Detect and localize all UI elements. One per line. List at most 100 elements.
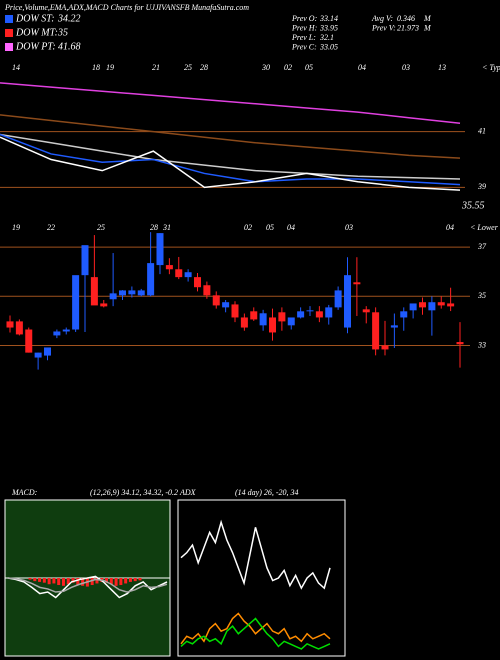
legend-swatch	[5, 43, 13, 51]
y-tick-label: 41	[478, 126, 486, 135]
candle-body	[6, 321, 14, 328]
last-label: 35.55	[461, 200, 485, 211]
histogram-bar	[38, 578, 42, 582]
stat-label: Prev L:	[291, 33, 316, 42]
candle-body	[62, 329, 70, 332]
candle-body	[137, 290, 145, 296]
histogram-bar	[128, 578, 132, 582]
candle-body	[400, 311, 408, 318]
histogram-bar	[66, 578, 70, 585]
x-tick-label: 02	[284, 63, 292, 72]
candle-body	[128, 290, 136, 295]
histogram-bar	[42, 578, 46, 583]
candle-body	[315, 311, 323, 318]
candle-body	[44, 347, 51, 356]
candle-body	[362, 309, 370, 313]
candle-body	[53, 331, 61, 336]
stat-label: Prev C:	[291, 42, 317, 51]
candle-body	[297, 311, 305, 318]
y-tick-label: 39	[477, 182, 486, 191]
histogram-bar	[114, 578, 118, 586]
x-tick-label: 04	[446, 223, 454, 232]
panel-label: MACD:	[11, 488, 38, 497]
candle-body	[15, 321, 23, 335]
y-tick-label: 33	[477, 340, 486, 349]
histogram-bar	[81, 578, 85, 586]
x-tick-label: 14	[12, 63, 20, 72]
series-line	[0, 136, 461, 191]
panel-label: ADX	[179, 488, 197, 497]
candle-body	[287, 317, 295, 326]
candle-body	[437, 302, 445, 306]
panel-params: (14 day) 26, -20, 34	[235, 488, 299, 497]
side-label: < Type	[482, 63, 500, 72]
candle-body	[203, 285, 211, 296]
candle-body	[81, 245, 89, 276]
histogram-bar	[28, 578, 32, 580]
x-tick-label: 18	[92, 63, 100, 72]
series-line	[0, 82, 461, 125]
histogram-bar	[138, 578, 142, 581]
series-line	[180, 617, 331, 650]
candle-body	[381, 345, 389, 350]
stat-value: 0.346	[397, 14, 415, 23]
stat-value: 32.1	[319, 33, 334, 42]
x-tick-label: 13	[438, 63, 446, 72]
histogram-bar	[76, 578, 80, 586]
stat-unit: M	[423, 14, 432, 23]
candle-body	[447, 303, 455, 307]
x-tick-label: 19	[106, 63, 114, 72]
x-tick-label: 25	[97, 223, 105, 232]
candle-body	[109, 293, 117, 300]
histogram-bar	[133, 578, 137, 582]
x-tick-label: 25	[184, 63, 192, 72]
y-tick-label: 35	[477, 291, 486, 300]
candle-body	[175, 269, 183, 278]
series-line	[7, 575, 168, 599]
x-tick-label: 04	[287, 223, 295, 232]
histogram-bar	[61, 578, 65, 586]
legend-label: DOW MT:	[15, 27, 58, 38]
histogram-bar	[90, 578, 94, 586]
candle-body	[34, 352, 42, 358]
histogram-bar	[47, 578, 51, 585]
stat-value: 21.973	[397, 23, 419, 32]
candle-body	[325, 307, 333, 318]
histogram-bar	[33, 578, 37, 582]
histogram-bar	[105, 578, 109, 583]
side-label: < Lower	[470, 223, 499, 232]
candle-body	[456, 342, 464, 345]
candle-body	[184, 272, 192, 278]
series-line	[0, 133, 461, 180]
x-tick-label: 30	[261, 63, 270, 72]
legend-label: DOW PT:	[15, 41, 56, 52]
candle-body	[269, 317, 276, 333]
x-tick-label: 05	[305, 63, 313, 72]
candle-body	[240, 317, 248, 328]
candle-body	[222, 302, 230, 308]
candle-body	[428, 302, 436, 311]
series-line	[0, 133, 461, 186]
legend-label: DOW ST:	[15, 13, 55, 24]
candle-body	[156, 233, 164, 266]
stat-value: 33.14	[319, 14, 338, 23]
candle-body	[231, 304, 239, 318]
x-tick-label: 31	[162, 223, 171, 232]
legend-value: 35	[57, 27, 68, 38]
candle-body	[344, 275, 351, 328]
candle-body	[259, 313, 267, 326]
histogram-bar	[71, 578, 75, 583]
candle-body	[390, 325, 398, 328]
x-tick-label: 21	[152, 63, 160, 72]
legend-value: 41.68	[58, 41, 81, 52]
x-tick-label: 03	[345, 223, 353, 232]
adx-panel	[177, 499, 346, 657]
candle-body	[72, 275, 80, 330]
stat-unit: M	[423, 23, 432, 32]
title: Price,Volume,EMA,ADX,MACD Charts for UJJ…	[4, 3, 249, 12]
stat-label: Prev V:	[371, 23, 396, 32]
series-line	[180, 519, 331, 590]
candle-body	[90, 277, 98, 306]
